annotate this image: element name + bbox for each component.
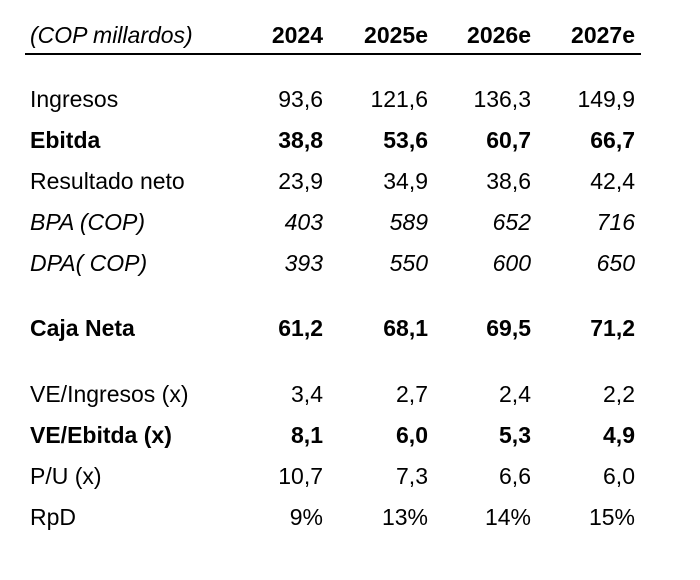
cell: 69,5 bbox=[486, 315, 531, 341]
row-label: RpD bbox=[30, 504, 76, 530]
cell: 5,3 bbox=[499, 422, 531, 448]
cell: 6,0 bbox=[396, 422, 428, 448]
header-year: 2027e bbox=[571, 22, 635, 48]
row-label: BPA (COP) bbox=[30, 209, 145, 235]
cell: 9% bbox=[290, 504, 323, 530]
cell: 6,6 bbox=[499, 463, 531, 489]
cell: 13% bbox=[382, 504, 428, 530]
row-label: DPA( COP) bbox=[30, 250, 147, 276]
cell: 10,7 bbox=[278, 463, 323, 489]
cell: 34,9 bbox=[383, 168, 428, 194]
row-label: Resultado neto bbox=[30, 168, 185, 194]
cell: 136,3 bbox=[473, 86, 531, 112]
cell: 66,7 bbox=[590, 127, 635, 153]
cell: 550 bbox=[390, 250, 429, 276]
cell: 149,9 bbox=[577, 86, 635, 112]
cell: 7,3 bbox=[396, 463, 428, 489]
header-label: (COP millardos) bbox=[30, 22, 193, 48]
row-label: VE/Ebitda (x) bbox=[30, 422, 172, 448]
cell: 600 bbox=[493, 250, 532, 276]
row-label: P/U (x) bbox=[30, 463, 102, 489]
cell: 68,1 bbox=[383, 315, 428, 341]
cell: 3,4 bbox=[291, 381, 323, 407]
row-label: Ebitda bbox=[30, 127, 100, 153]
cell: 71,2 bbox=[590, 315, 635, 341]
cell: 2,4 bbox=[499, 381, 531, 407]
cell: 650 bbox=[597, 250, 636, 276]
cell: 121,6 bbox=[370, 86, 428, 112]
cell: 2,2 bbox=[603, 381, 635, 407]
cell: 60,7 bbox=[486, 127, 531, 153]
cell: 93,6 bbox=[278, 86, 323, 112]
cell: 589 bbox=[390, 209, 429, 235]
cell: 6,0 bbox=[603, 463, 635, 489]
cell: 14% bbox=[485, 504, 531, 530]
cell: 652 bbox=[493, 209, 532, 235]
cell: 53,6 bbox=[383, 127, 428, 153]
cell: 8,1 bbox=[291, 422, 323, 448]
cell: 38,8 bbox=[278, 127, 323, 153]
cell: 403 bbox=[285, 209, 324, 235]
row-label: VE/Ingresos (x) bbox=[30, 381, 189, 407]
cell: 42,4 bbox=[590, 168, 635, 194]
cell: 4,9 bbox=[603, 422, 635, 448]
header-year: 2024 bbox=[272, 22, 323, 48]
cell: 38,6 bbox=[486, 168, 531, 194]
cell: 393 bbox=[285, 250, 324, 276]
header-year: 2025e bbox=[364, 22, 428, 48]
cell: 2,7 bbox=[396, 381, 428, 407]
cell: 716 bbox=[597, 209, 636, 235]
row-label: Caja Neta bbox=[30, 315, 135, 341]
cell: 15% bbox=[589, 504, 635, 530]
row-label: Ingresos bbox=[30, 86, 118, 112]
header-year: 2026e bbox=[467, 22, 531, 48]
cell: 23,9 bbox=[278, 168, 323, 194]
cell: 61,2 bbox=[278, 315, 323, 341]
